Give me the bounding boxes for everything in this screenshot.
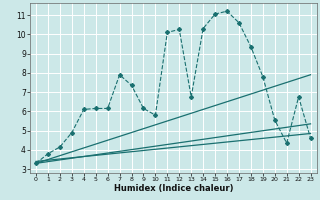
X-axis label: Humidex (Indice chaleur): Humidex (Indice chaleur) bbox=[114, 184, 233, 193]
